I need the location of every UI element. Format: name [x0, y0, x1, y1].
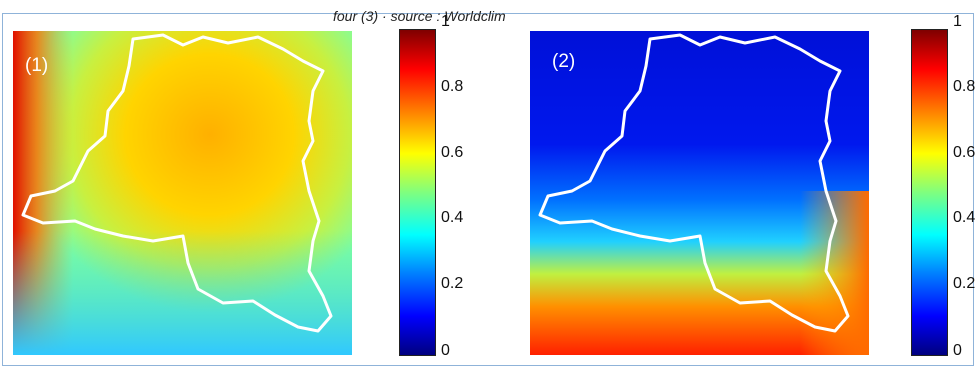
panel-label-2: (2) — [552, 51, 576, 72]
colorbar-2-tick-1: 1 — [953, 13, 962, 30]
figure-caption: four (3) · source : Worldclim — [333, 8, 506, 24]
colorbar-1-tick-0.4: 0.4 — [441, 209, 464, 226]
colorbar-2-tick-0.4: 0.4 — [953, 209, 976, 226]
heatmap-1-south-band — [13, 231, 352, 355]
heatmap-2-svg — [530, 31, 869, 355]
colorbar-1-tick-0: 0 — [441, 342, 450, 359]
colorbar-1 — [399, 29, 436, 356]
panel-label-1: (1) — [25, 55, 49, 76]
colorbar-1-tick-0.6: 0.6 — [441, 144, 464, 161]
colorbar-1-tick-1: 1 — [441, 13, 450, 30]
colorbar-2-tick-0: 0 — [953, 342, 962, 359]
heatmap-1-svg — [13, 31, 352, 355]
colorbar-2-tick-0.8: 0.8 — [953, 78, 976, 95]
figure-frame: four (3) · source : Worldclim — [2, 8, 974, 366]
colorbar-1-tick-0.2: 0.2 — [441, 275, 464, 292]
heatmap-panel-1: (1) — [13, 31, 352, 355]
country-boundary-2 — [538, 33, 850, 333]
colorbar-2 — [911, 29, 948, 356]
heatmap-panel-2: (2) — [530, 31, 869, 355]
colorbar-2-tick-0.2: 0.2 — [953, 275, 976, 292]
colorbar-1-tick-0.8: 0.8 — [441, 78, 464, 95]
colorbar-2-tick-0.6: 0.6 — [953, 144, 976, 161]
country-boundary-1 — [21, 33, 333, 333]
